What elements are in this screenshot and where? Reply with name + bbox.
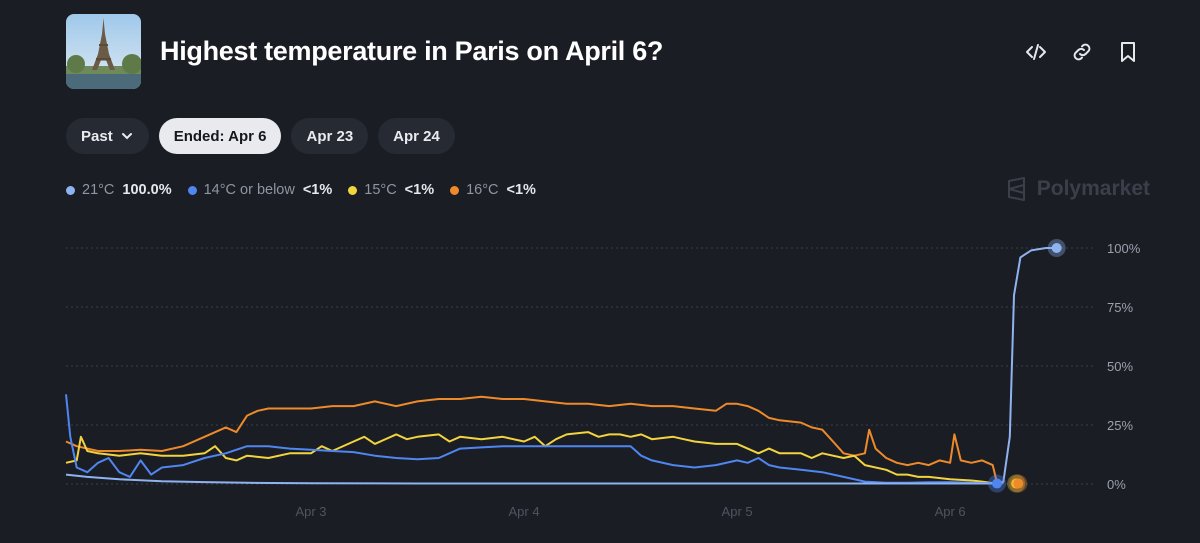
header-actions	[1024, 40, 1140, 64]
x-tick-label: Apr 3	[295, 504, 326, 519]
past-dropdown[interactable]: Past	[66, 118, 149, 154]
series-line-14-c-or-below	[65, 394, 993, 485]
eiffel-tower-image	[66, 14, 141, 89]
chart-legend: 21°C 100.0% 14°C or below <1% 15°C <1% 16°C…	[66, 182, 536, 198]
embed-code-icon[interactable]	[1024, 40, 1048, 64]
legend-dot	[450, 185, 460, 195]
end-marker	[1051, 243, 1062, 253]
y-tick-label: 0%	[1107, 477, 1126, 492]
bookmark-icon[interactable]	[1116, 40, 1140, 64]
ended-date-button[interactable]: Ended: Apr 6	[158, 118, 282, 154]
x-tick-label: Apr 5	[722, 504, 753, 519]
legend-item-15c: 15°C <1%	[348, 182, 434, 198]
chevron-down-icon	[121, 133, 132, 140]
legend-item-14c-or-below: 14°C or below <1%	[187, 182, 332, 198]
end-marker	[992, 478, 1002, 489]
legend-item-16c: 16°C <1%	[450, 182, 536, 198]
y-tick-label: 25%	[1107, 418, 1133, 433]
legend-dot	[348, 185, 358, 195]
series-line-16-c	[65, 395, 1004, 485]
y-tick-label: 75%	[1107, 300, 1133, 315]
date-button-apr23[interactable]: Apr 23	[291, 118, 369, 154]
date-filter-bar: Past Ended: Apr 6 Apr 23 Apr 24	[66, 118, 455, 154]
legend-item-21c: 21°C 100.0%	[66, 182, 172, 198]
market-thumbnail	[66, 14, 141, 89]
x-tick-label: Apr 4	[509, 504, 540, 519]
series-line-21-c	[65, 247, 1057, 485]
y-tick-label: 100%	[1107, 241, 1141, 256]
y-tick-label: 50%	[1107, 359, 1133, 374]
polymarket-watermark: Polymarket	[1005, 177, 1150, 201]
date-button-apr24[interactable]: Apr 24	[378, 118, 455, 154]
link-icon[interactable]	[1070, 40, 1094, 64]
end-marker	[1013, 478, 1024, 489]
legend-dot	[66, 185, 75, 195]
polymarket-logo-icon	[1007, 177, 1025, 201]
x-tick-label: Apr 6	[935, 504, 966, 519]
page-title: Highest temperature in Paris on April 6?	[160, 36, 664, 66]
legend-dot	[187, 185, 197, 195]
